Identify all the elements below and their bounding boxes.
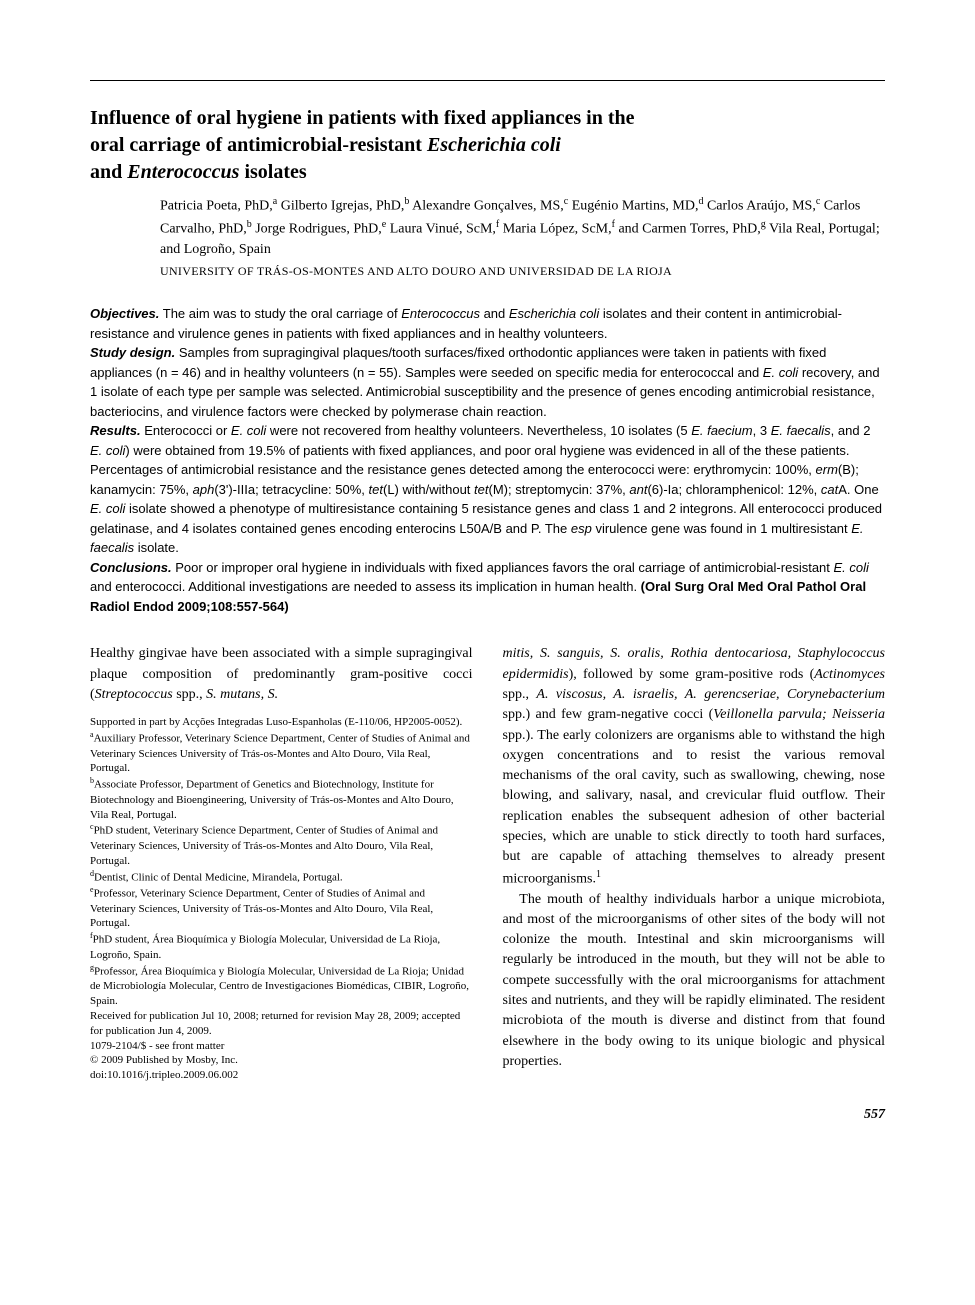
page-number: 557 [90, 1107, 885, 1123]
abstract-conclusions: Conclusions. Poor or improper oral hygie… [90, 558, 885, 617]
abstract-conclusions-label: Conclusions. [90, 560, 172, 575]
abstract-conclusions-text: Poor or improper oral hygiene in individ… [90, 560, 869, 614]
abstract-study-label: Study design. [90, 345, 175, 360]
abstract-objectives: Objectives. The aim was to study the ora… [90, 304, 885, 343]
left-column: Healthy gingivae have been associated wi… [90, 644, 473, 1083]
article-title: Influence of oral hygiene in patients wi… [90, 105, 885, 186]
abstract: Objectives. The aim was to study the ora… [90, 304, 885, 616]
abstract-study-design: Study design. Samples from supragingival… [90, 343, 885, 421]
abstract-results-text: Enterococci or E. coli were not recovere… [90, 423, 882, 555]
authors-list: Patricia Poeta, PhD,a Gilberto Igrejas, … [160, 194, 885, 260]
title-line3-plain2: isolates [239, 161, 306, 183]
abstract-results: Results. Enterococci or E. coli were not… [90, 421, 885, 558]
abstract-objectives-text: The aim was to study the oral carriage o… [90, 306, 842, 341]
main-two-column: Healthy gingivae have been associated wi… [90, 644, 885, 1083]
title-line2-plain: oral carriage of antimicrobial-resistant [90, 134, 427, 156]
title-block: Influence of oral hygiene in patients wi… [90, 105, 885, 280]
title-line3-italic: Enterococcus [127, 161, 239, 183]
horizontal-rule [90, 80, 885, 81]
body-right-p2: The mouth of healthy individuals harbor … [503, 890, 886, 1073]
title-line3-plain: and [90, 161, 127, 183]
affiliation-summary: UNIVERSITY OF TRÁS-OS-MONTES AND ALTO DO… [160, 262, 885, 280]
footnotes: Supported in part by Acções Integradas L… [90, 715, 473, 1083]
title-line2-italic: Escherichia coli [427, 134, 561, 156]
right-column: mitis, S. sanguis, S. oralis, Rothia den… [503, 644, 886, 1083]
abstract-study-text: Samples from supragingival plaques/tooth… [90, 345, 880, 419]
abstract-objectives-label: Objectives. [90, 306, 159, 321]
footnotes-text: Supported in part by Acções Integradas L… [90, 715, 473, 1083]
body-left-p1: Healthy gingivae have been associated wi… [90, 644, 473, 705]
title-line1: Influence of oral hygiene in patients wi… [90, 107, 634, 129]
authors-block: Patricia Poeta, PhD,a Gilberto Igrejas, … [160, 194, 885, 280]
abstract-results-label: Results. [90, 423, 141, 438]
body-right-p1: mitis, S. sanguis, S. oralis, Rothia den… [503, 644, 886, 889]
